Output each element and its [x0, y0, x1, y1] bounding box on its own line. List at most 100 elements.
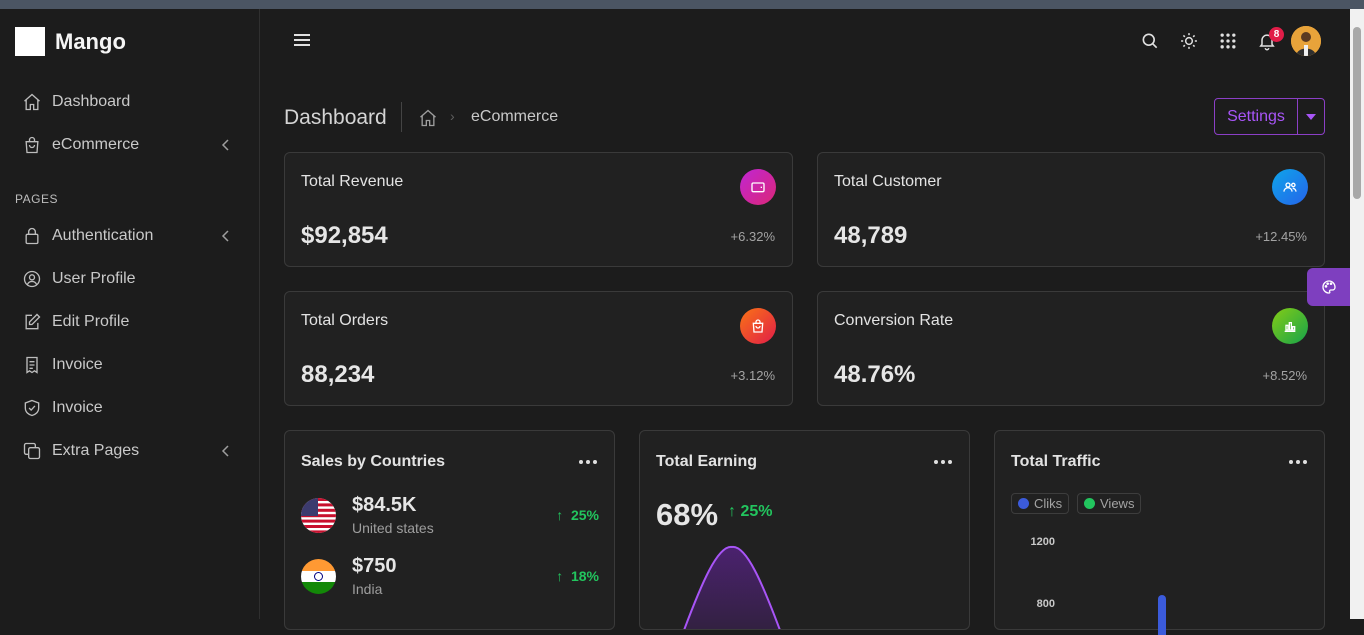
shield-check-icon	[21, 397, 43, 419]
settings-button[interactable]: Settings	[1215, 99, 1298, 134]
arrow-up-icon: ↑	[556, 507, 571, 523]
breadcrumb-separator-icon: ›	[450, 108, 455, 124]
avatar[interactable]	[1291, 26, 1321, 56]
more-options-icon[interactable]	[1288, 454, 1308, 470]
earning-growth: ↑ 25%	[728, 503, 773, 520]
sidebar-item-label: eCommerce	[52, 136, 140, 153]
sidebar-item-extra-pages[interactable]: Extra Pages	[0, 433, 259, 469]
breadcrumb-divider	[401, 102, 402, 132]
country-amount: $84.5K	[352, 494, 417, 516]
user-circle-icon	[21, 268, 43, 290]
country-name: India	[352, 581, 383, 597]
lock-icon	[21, 225, 43, 247]
stat-value: $92,854	[301, 222, 388, 249]
sidebar-item-edit-profile[interactable]: Edit Profile	[0, 304, 259, 340]
edit-icon	[21, 311, 43, 333]
sidebar-item-label: Invoice	[52, 399, 103, 416]
browser-top-strip	[0, 0, 1364, 9]
breadcrumb-current: eCommerce	[471, 108, 559, 125]
stat-delta: +8.52%	[1262, 368, 1307, 383]
bar-chart-icon	[1272, 308, 1308, 344]
sidebar-item-label: Dashboard	[52, 93, 131, 110]
legend-dot	[1084, 498, 1095, 509]
shopping-bag-icon	[21, 134, 43, 156]
india-flag-icon	[301, 559, 336, 594]
card-title: Sales by Countries	[301, 453, 446, 470]
users-icon	[1272, 169, 1308, 205]
sales-by-countries-card: Sales by Countries $84.5K United states …	[284, 430, 615, 630]
earning-value: 68%	[656, 497, 719, 532]
stat-value: 48,789	[834, 222, 908, 249]
chevron-left-icon	[221, 445, 229, 457]
stat-delta: +6.32%	[730, 229, 775, 244]
palette-icon	[1321, 280, 1336, 294]
arrow-up-icon: ↑	[728, 503, 741, 520]
sidebar-item-invoice[interactable]: Invoice	[0, 347, 259, 383]
stat-title: Total Revenue	[301, 173, 404, 190]
stat-value: 88,234	[301, 361, 375, 388]
theme-customizer-button[interactable]	[1307, 268, 1350, 306]
sidebar-item-invoice-2[interactable]: Invoice	[0, 390, 259, 426]
brand[interactable]: Mango	[15, 27, 126, 56]
menu-icon[interactable]	[293, 32, 311, 48]
stat-title: Total Orders	[301, 312, 389, 329]
total-earning-card: Total Earning 68% ↑ 25%	[639, 430, 970, 630]
sidebar-item-label: Edit Profile	[52, 313, 130, 330]
apps-grid-icon[interactable]	[1218, 31, 1238, 51]
stat-value: 48.76%	[834, 361, 916, 388]
stat-delta: +3.12%	[730, 368, 775, 383]
stat-delta: +12.45%	[1255, 229, 1307, 244]
country-amount: $750	[352, 555, 397, 577]
sidebar-item-user-profile[interactable]: User Profile	[0, 261, 259, 297]
search-icon[interactable]	[1140, 31, 1160, 51]
list-item: $84.5K United states ↑ 25%	[301, 494, 599, 538]
legend-dot	[1018, 498, 1029, 509]
wallet-icon	[740, 169, 776, 205]
notification-badge: 8	[1269, 27, 1284, 42]
shopping-bag-icon	[740, 308, 776, 344]
scrollbar[interactable]	[1350, 9, 1364, 619]
home-icon[interactable]	[418, 108, 438, 128]
y-tick-label: 1200	[1030, 536, 1055, 548]
legend-views[interactable]: Views	[1077, 493, 1142, 514]
stat-title: Conversion Rate	[834, 312, 954, 329]
more-options-icon[interactable]	[933, 454, 953, 470]
total-traffic-card: Total Traffic Cliks Views 1200 800	[994, 430, 1325, 635]
copy-icon	[21, 440, 43, 462]
sidebar-item-label: Authentication	[52, 227, 154, 244]
settings-button-group: Settings	[1214, 98, 1325, 135]
sun-icon[interactable]	[1179, 31, 1199, 51]
receipt-icon	[21, 354, 43, 376]
brand-logo	[15, 27, 45, 56]
sidebar-item-label: Invoice	[52, 356, 103, 373]
stat-title: Total Customer	[834, 173, 942, 190]
y-tick-label: 800	[1036, 598, 1055, 610]
traffic-bar	[1158, 595, 1166, 635]
scrollbar-thumb[interactable]	[1353, 27, 1361, 199]
chevron-left-icon	[221, 230, 229, 242]
caret-down-icon	[1306, 113, 1316, 120]
country-name: United states	[352, 520, 434, 536]
settings-dropdown-toggle[interactable]	[1298, 99, 1324, 134]
arrow-up-icon: ↑	[556, 568, 571, 584]
stat-card-total-customer: Total Customer 48,789 +12.45%	[817, 152, 1325, 267]
sidebar-item-ecommerce[interactable]: eCommerce	[0, 127, 259, 163]
section-label-pages: PAGES	[15, 192, 58, 206]
home-icon	[21, 91, 43, 113]
topbar: 8	[260, 9, 1350, 73]
chevron-left-icon	[221, 139, 229, 151]
sidebar-item-label: User Profile	[52, 270, 136, 287]
sidebar-item-label: Extra Pages	[52, 442, 140, 459]
sidebar-item-authentication[interactable]: Authentication	[0, 218, 259, 254]
list-item: $750 India ↑ 18%	[301, 555, 599, 599]
country-growth: ↑ 18%	[556, 568, 599, 584]
stat-card-total-orders: Total Orders 88,234 +3.12%	[284, 291, 793, 406]
page-title: Dashboard	[284, 106, 387, 129]
card-title: Total Traffic	[1011, 453, 1101, 470]
sidebar: Mango Dashboard eCommerce PAGES Authenti…	[0, 9, 260, 619]
legend-clicks[interactable]: Cliks	[1011, 493, 1070, 514]
us-flag-icon	[301, 498, 336, 533]
more-options-icon[interactable]	[578, 454, 598, 470]
sidebar-item-dashboard[interactable]: Dashboard	[0, 84, 259, 120]
earning-chart	[683, 545, 781, 629]
